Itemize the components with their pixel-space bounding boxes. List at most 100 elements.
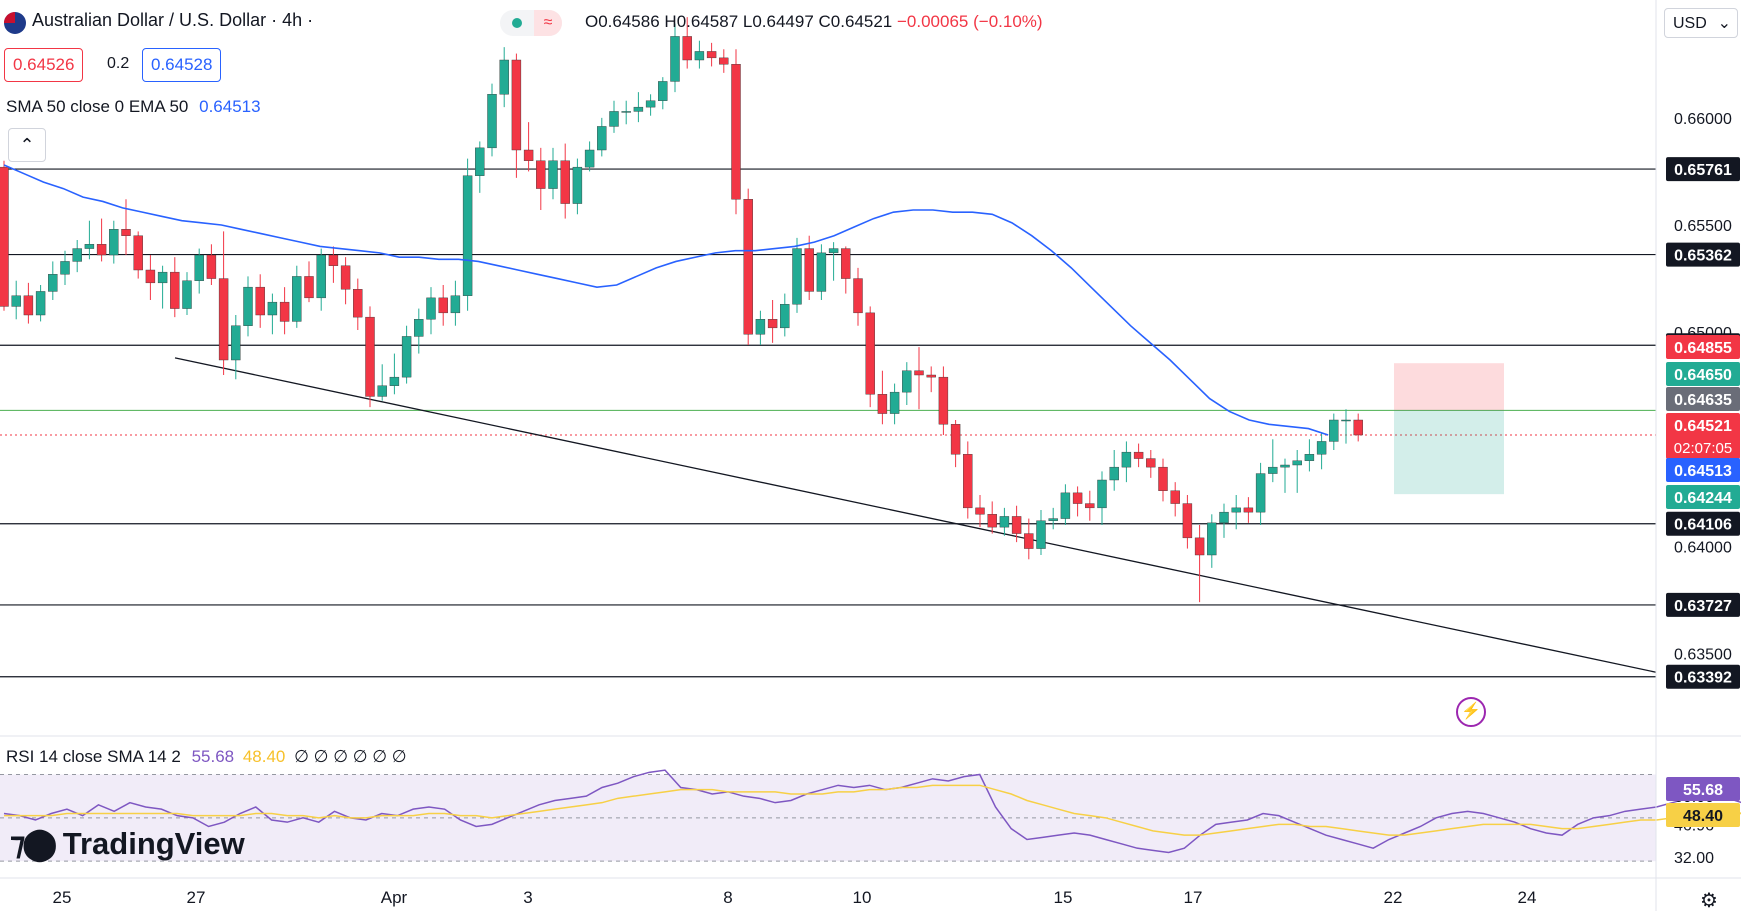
ma-label: SMA 50 close 0 EMA 50 <box>6 97 189 116</box>
time-tick: 27 <box>187 888 206 907</box>
price-tag-label: 0.64244 <box>1674 490 1732 507</box>
rsi-tag <box>1666 777 1740 801</box>
trendline <box>174 357 1657 673</box>
candle-body <box>755 319 766 335</box>
tv-mark-icon: ⁊⬤ <box>10 826 57 861</box>
candle-body <box>1329 419 1339 442</box>
candle-body <box>670 36 680 82</box>
candle-body <box>182 280 192 309</box>
candle-body <box>0 166 9 307</box>
rsi-tag-label: 55.68 <box>1683 782 1723 799</box>
candle-body <box>706 51 717 59</box>
symbol-title[interactable]: Australian Dollar / U.S. Dollar · 4h · <box>32 10 314 30</box>
candle-body <box>414 319 424 337</box>
candle-body <box>914 370 924 376</box>
settings-gear-icon[interactable]: ⚙ <box>1700 890 1718 912</box>
buy-button[interactable]: 0.64528 <box>142 48 222 82</box>
candle-body <box>975 507 985 515</box>
candle-body <box>157 271 168 284</box>
price-tag <box>1666 458 1740 482</box>
wave-icon: ≈ <box>534 10 562 36</box>
price-tag <box>1666 387 1740 411</box>
candle-body <box>218 278 229 361</box>
candle-body <box>1048 518 1058 521</box>
candle-body <box>1292 460 1302 466</box>
target-zone <box>1394 410 1504 495</box>
candle-body <box>609 111 619 127</box>
ma-legend[interactable]: SMA 50 close 0 EMA 50 0.64513 <box>6 97 261 117</box>
sell-button[interactable]: 0.64526 <box>4 48 84 82</box>
candle-body <box>1109 466 1119 481</box>
market-status-dot-icon <box>512 18 522 28</box>
logo-text: TradingView <box>62 826 245 861</box>
price-tag-label: 0.64855 <box>1674 340 1732 357</box>
high-value: H0.64587 <box>664 12 739 31</box>
candle-body <box>267 301 278 316</box>
candle-body <box>462 175 473 296</box>
candle-body <box>804 248 814 292</box>
candle-body <box>1097 479 1107 509</box>
candle-body <box>621 111 631 113</box>
rsi-sma-line <box>4 784 1741 836</box>
price-tick: 0.65500 <box>1674 218 1732 235</box>
candle-body <box>560 160 570 204</box>
candle-body <box>719 57 729 65</box>
candle-body <box>1085 503 1095 509</box>
time-tick: 17 <box>1184 888 1203 907</box>
candle-body <box>304 276 314 299</box>
price-tag-label: 0.64635 <box>1674 392 1732 409</box>
candle-body <box>1341 419 1351 422</box>
candle-body <box>1121 451 1132 468</box>
candle-body <box>133 235 143 271</box>
candles <box>0 17 1363 603</box>
candle-body <box>743 199 753 335</box>
candle-body <box>377 385 387 397</box>
candle-body <box>767 319 778 329</box>
candle-body <box>121 229 131 236</box>
currency-select[interactable]: USD ⌄ <box>1664 8 1738 38</box>
candle-body <box>72 248 82 262</box>
candle-body <box>353 289 363 318</box>
position-box <box>1394 363 1504 495</box>
candle-body <box>426 297 436 320</box>
candle-body <box>206 254 217 279</box>
candle-body <box>1353 419 1363 436</box>
candle-body <box>1280 464 1290 468</box>
rsi-tag-label: 48.40 <box>1683 808 1723 825</box>
price-tag-label: 0.64650 <box>1674 367 1732 384</box>
chevron-up-icon[interactable]: ⌃ <box>8 128 46 162</box>
horizontal-levels <box>0 168 1656 678</box>
candle-body <box>633 106 644 112</box>
candle-body <box>572 166 583 204</box>
price-tag <box>1666 413 1740 459</box>
candle-body <box>48 274 58 292</box>
candle-body <box>877 394 888 414</box>
candle-body <box>645 100 656 108</box>
candle-body <box>401 336 412 378</box>
open-value: O0.64586 <box>585 12 660 31</box>
candle-body <box>536 160 546 189</box>
candle-body <box>109 229 119 256</box>
rsi-legend[interactable]: RSI 14 close SMA 14 2 55.68 48.40 ∅ ∅ ∅ … <box>0 742 446 772</box>
candle-body <box>1304 454 1315 461</box>
candle-body <box>499 59 509 95</box>
candle-body <box>792 248 802 305</box>
price-tick: 0.64000 <box>1674 539 1732 556</box>
candle-body <box>450 295 461 314</box>
time-tick: Apr <box>381 888 408 907</box>
level-tag <box>1666 157 1740 182</box>
market-status-pill[interactable]: ≈ <box>500 10 562 36</box>
rsi-lines <box>3 769 1741 854</box>
price-tag <box>1666 362 1740 386</box>
price-tag-label: 0.64521 <box>1674 418 1732 435</box>
candle-body <box>1170 490 1180 504</box>
rsi-label: RSI 14 close SMA 14 2 <box>6 747 181 766</box>
rsi-placeholders: ∅ ∅ ∅ ∅ ∅ ∅ <box>294 747 407 766</box>
ohlc-readout: O0.64586 H0.64587 L0.64497 C0.64521 −0.0… <box>585 12 1043 32</box>
candle-body <box>963 454 973 509</box>
level-tag-label: 0.65761 <box>1674 162 1732 179</box>
candle-body <box>1231 507 1241 513</box>
lightning-icon[interactable]: ⚡ <box>1456 697 1486 727</box>
candle-body <box>60 261 70 275</box>
